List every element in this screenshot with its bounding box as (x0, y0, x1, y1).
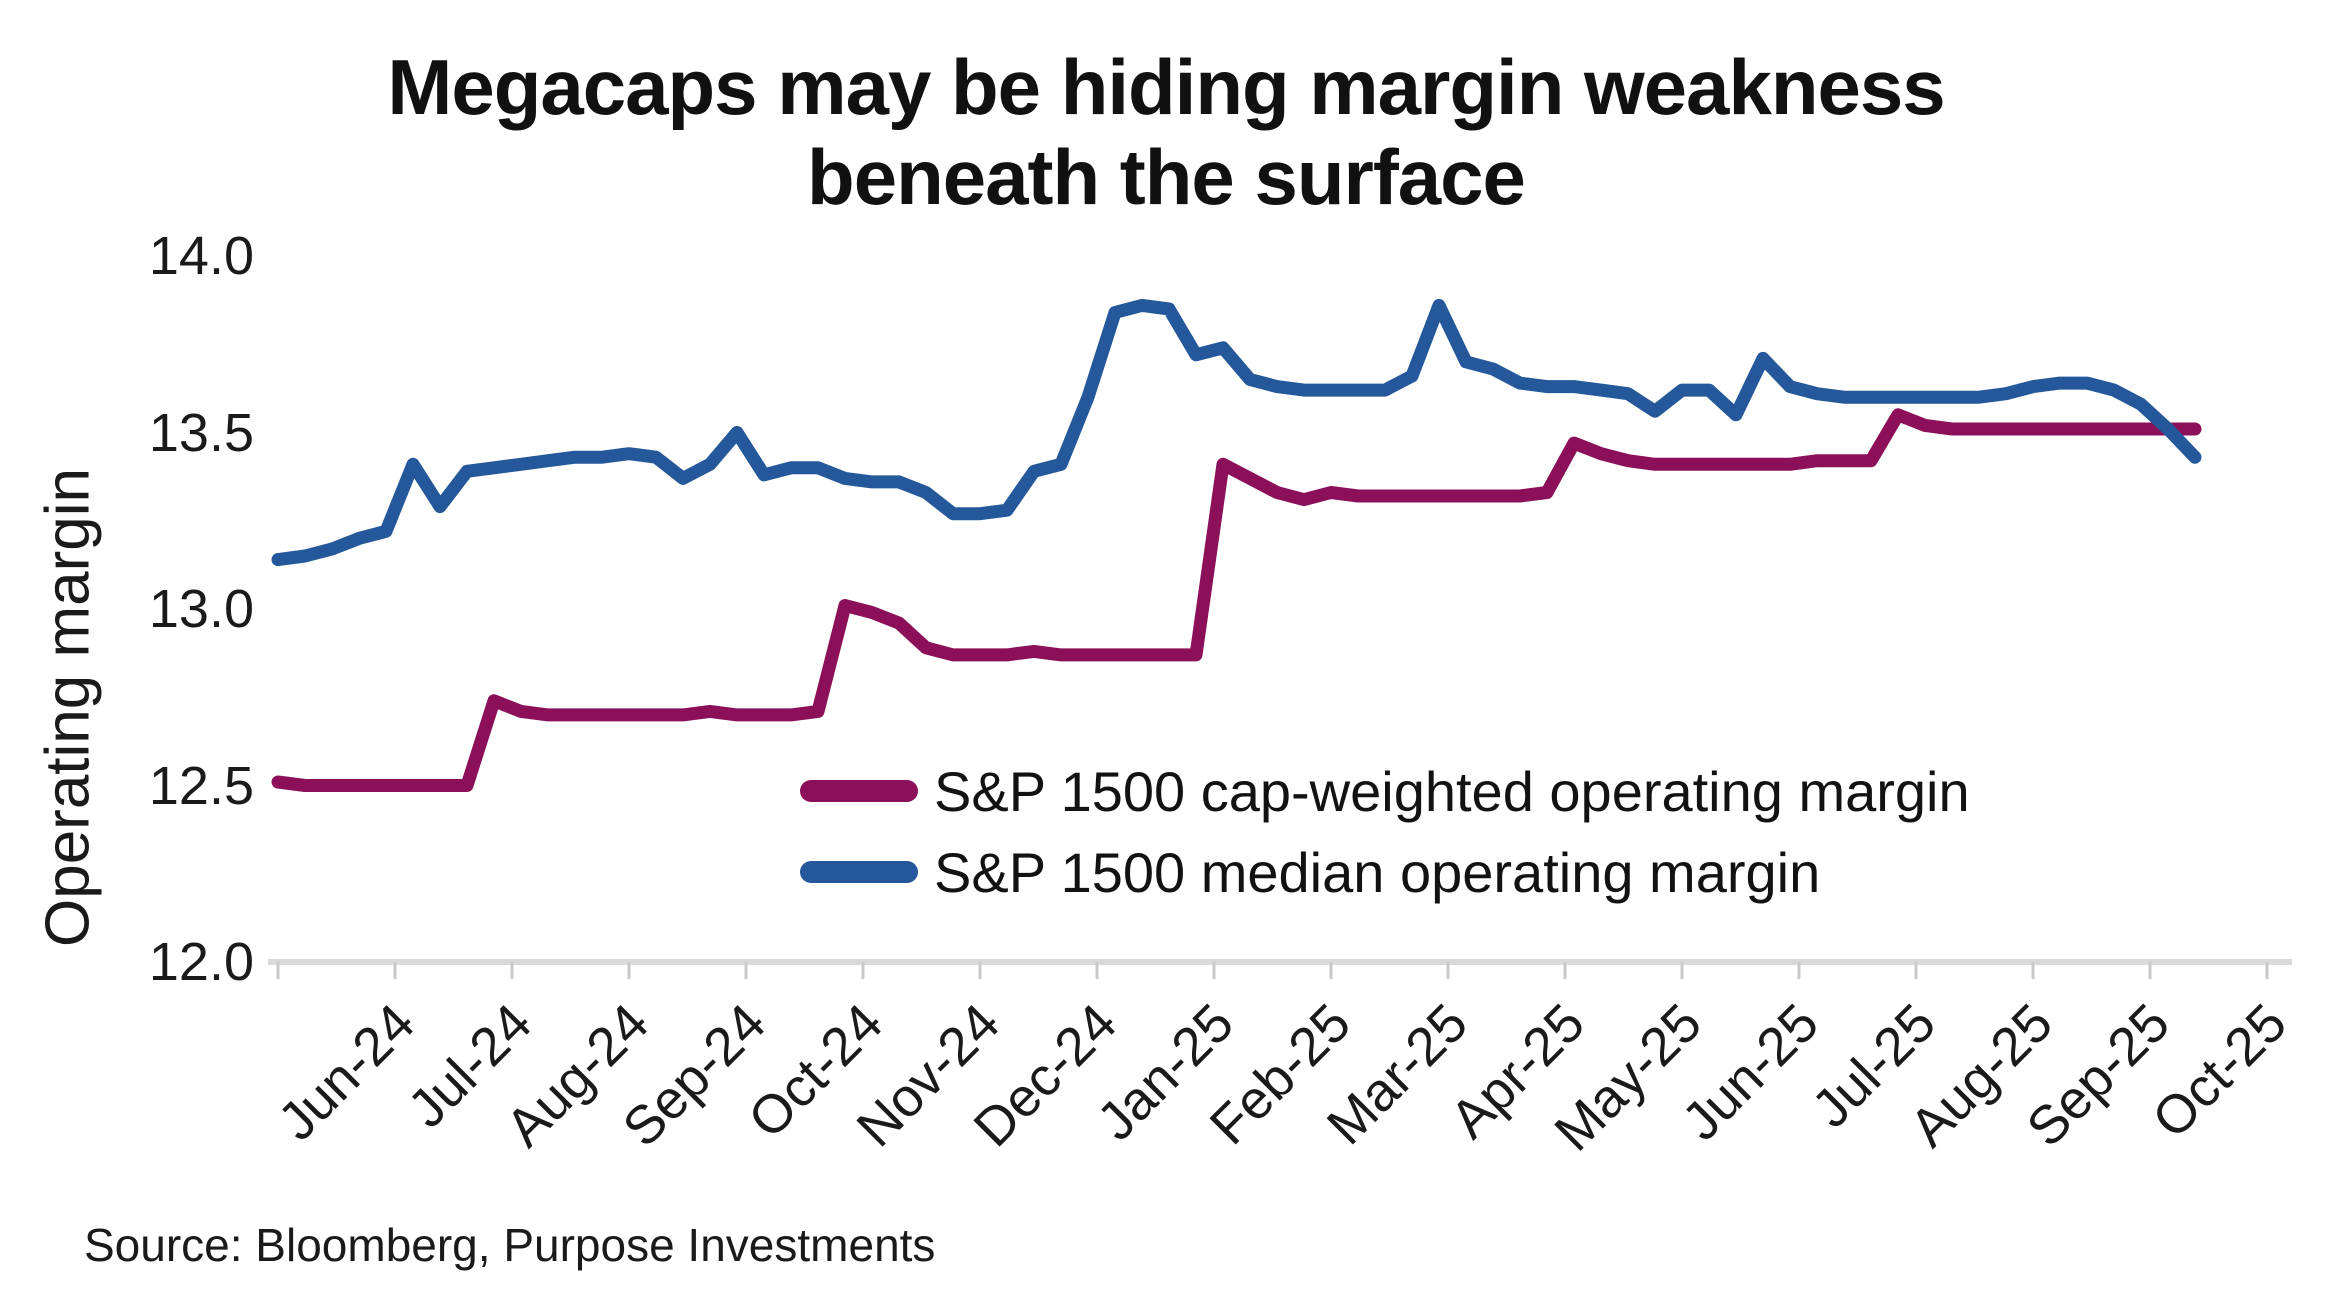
chart-title: Megacaps may be hiding margin weakness b… (0, 42, 2332, 222)
legend-label-median: S&P 1500 median operating margin (934, 840, 1821, 904)
y-tick-label: 13.0 (148, 579, 254, 639)
legend-swatch-cap-weighted (800, 780, 918, 802)
series-line-cap-weighted (271, 408, 2202, 792)
legend-item-cap-weighted: S&P 1500 cap-weighted operating margin (800, 760, 1970, 823)
legend-label-cap-weighted: S&P 1500 cap-weighted operating margin (934, 759, 1970, 823)
y-tick-label: 14.0 (148, 226, 254, 286)
y-tick-label: 12.5 (148, 755, 254, 816)
legend-item-median: S&P 1500 median operating margin (800, 841, 1970, 904)
legend: S&P 1500 cap-weighted operating margin S… (800, 760, 1970, 924)
y-tick-label: 12.0 (148, 932, 254, 992)
legend-swatch-median (800, 861, 918, 883)
source-note: Source: Bloomberg, Purpose Investments (84, 1219, 936, 1271)
series-line-median (271, 298, 2202, 567)
y-tick-label: 13.5 (148, 402, 254, 463)
chart-title-line-2: beneath the surface (807, 133, 1526, 221)
chart-title-line-1: Megacaps may be hiding margin weakness (387, 43, 1945, 131)
